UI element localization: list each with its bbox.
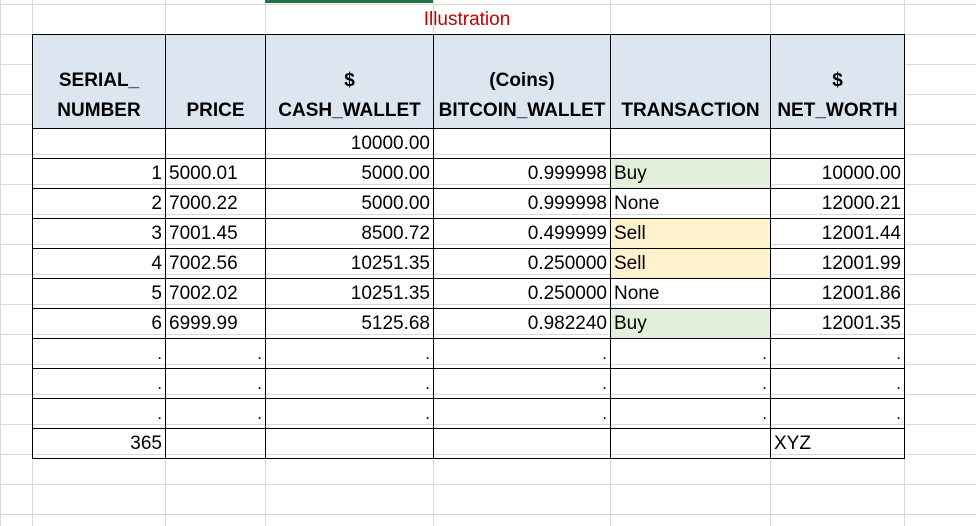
cell-cash-wallet[interactable]: 10251.35 — [265, 278, 434, 309]
table-row: 2 7000.22 5000.00 0.999998 None 12000.21 — [32, 188, 905, 219]
table-row: 4 7002.56 10251.35 0.250000 Sell 12001.99 — [32, 248, 905, 279]
column-gridline — [904, 0, 905, 526]
cell-cash-wallet[interactable]: 8500.72 — [265, 218, 434, 249]
cell-serial-number[interactable]: 2 — [32, 188, 166, 219]
header-price[interactable]: PRICE — [165, 34, 266, 129]
cell-transaction[interactable] — [610, 428, 771, 459]
header-cash-wallet[interactable]: $ CASH_WALLET — [265, 34, 434, 129]
cell-cash-wallet[interactable]: 5125.68 — [265, 308, 434, 339]
ellipsis-row: ...... — [32, 398, 905, 429]
cell-net-worth[interactable]: 12001.44 — [770, 218, 905, 249]
cell-transaction[interactable]: None — [610, 278, 771, 309]
cell-price[interactable] — [165, 428, 266, 459]
cell-transaction[interactable]: Sell — [610, 248, 771, 279]
cell-serial-number[interactable]: 4 — [32, 248, 166, 279]
cell-cash-wallet[interactable] — [265, 428, 434, 459]
header-transaction[interactable]: TRANSACTION — [610, 34, 771, 129]
cell-ellipsis[interactable]: . — [165, 398, 266, 429]
cell[interactable] — [433, 128, 611, 159]
cell-ellipsis[interactable]: . — [433, 338, 611, 369]
cell-net-worth[interactable]: 12001.35 — [770, 308, 905, 339]
selected-column-indicator — [265, 0, 433, 3]
cell-serial-number[interactable]: 5 — [32, 278, 166, 309]
cell-serial-number[interactable]: 1 — [32, 158, 166, 189]
cell-ellipsis[interactable]: . — [770, 368, 905, 399]
cell-ellipsis[interactable]: . — [610, 368, 771, 399]
cell-ellipsis[interactable]: . — [770, 398, 905, 429]
ellipsis-row: ...... — [32, 368, 905, 399]
cell-ellipsis[interactable]: . — [265, 398, 434, 429]
header-serial-number[interactable]: SERIAL_ NUMBER — [32, 34, 166, 129]
cell-transaction[interactable]: Buy — [610, 308, 771, 339]
cell-transaction[interactable]: Buy — [610, 158, 771, 189]
cell-ellipsis[interactable]: . — [610, 338, 771, 369]
header-net-worth[interactable]: $ NET_WORTH — [770, 34, 905, 129]
table-row: 6 6999.99 5125.68 0.982240 Buy 12001.35 — [32, 308, 905, 339]
cell-serial-number[interactable]: 3 — [32, 218, 166, 249]
cell-price[interactable]: 7000.22 — [165, 188, 266, 219]
cell[interactable] — [610, 128, 771, 159]
cell-ellipsis[interactable]: . — [433, 398, 611, 429]
cell-net-worth[interactable]: 10000.00 — [770, 158, 905, 189]
cell-bitcoin-wallet[interactable]: 0.499999 — [433, 218, 611, 249]
cell-ellipsis[interactable]: . — [610, 398, 771, 429]
final-row: 365 XYZ — [32, 428, 905, 459]
cell-price[interactable]: 7002.56 — [165, 248, 266, 279]
cell-ellipsis[interactable]: . — [32, 338, 166, 369]
cell-price[interactable]: 6999.99 — [165, 308, 266, 339]
cell-ellipsis[interactable]: . — [265, 368, 434, 399]
ellipsis-row: ...... — [32, 338, 905, 369]
cell-price[interactable]: 5000.01 — [165, 158, 266, 189]
cell-net-worth[interactable]: XYZ — [770, 428, 905, 459]
cell-cash-wallet[interactable]: 10251.35 — [265, 248, 434, 279]
cell-price[interactable]: 7002.02 — [165, 278, 266, 309]
cell-ellipsis[interactable]: . — [165, 368, 266, 399]
cell-initial-cash[interactable]: 10000.00 — [265, 128, 434, 159]
cell-cash-wallet[interactable]: 5000.00 — [265, 158, 434, 189]
table-row: 5 7002.02 10251.35 0.250000 None 12001.86 — [32, 278, 905, 309]
cell-ellipsis[interactable]: . — [433, 368, 611, 399]
cell-bitcoin-wallet[interactable]: 0.982240 — [433, 308, 611, 339]
cell-cash-wallet[interactable]: 5000.00 — [265, 188, 434, 219]
cell-net-worth[interactable]: 12001.99 — [770, 248, 905, 279]
cell-bitcoin-wallet[interactable]: 0.250000 — [433, 248, 611, 279]
cell-net-worth[interactable]: 12000.21 — [770, 188, 905, 219]
cell-net-worth[interactable]: 12001.86 — [770, 278, 905, 309]
cell-bitcoin-wallet[interactable]: 0.999998 — [433, 188, 611, 219]
initial-balance-row: 10000.00 — [32, 128, 905, 159]
table-row: 3 7001.45 8500.72 0.499999 Sell 12001.44 — [32, 218, 905, 249]
cell-serial-number[interactable]: 365 — [32, 428, 166, 459]
cell-bitcoin-wallet[interactable] — [433, 428, 611, 459]
data-table: SERIAL_ NUMBER PRICE $ CASH_WALLET (Coins)… — [32, 34, 905, 459]
cell-transaction[interactable]: None — [610, 188, 771, 219]
header-row: SERIAL_ NUMBER PRICE $ CASH_WALLET (Coins)… — [32, 34, 905, 129]
cell-serial-number[interactable]: 6 — [32, 308, 166, 339]
cell-transaction[interactable]: Sell — [610, 218, 771, 249]
cell[interactable] — [770, 128, 905, 159]
table-row: 1 5000.01 5000.00 0.999998 Buy 10000.00 — [32, 158, 905, 189]
cell[interactable] — [32, 128, 166, 159]
header-bitcoin-wallet[interactable]: (Coins) BITCOIN_WALLET — [433, 34, 611, 129]
cell-ellipsis[interactable]: . — [265, 338, 434, 369]
sheet-title[interactable]: Illustration — [423, 9, 511, 30]
cell-ellipsis[interactable]: . — [32, 398, 166, 429]
cell-ellipsis[interactable]: . — [770, 338, 905, 369]
cell-price[interactable]: 7001.45 — [165, 218, 266, 249]
cell-ellipsis[interactable]: . — [165, 338, 266, 369]
cell-bitcoin-wallet[interactable]: 0.250000 — [433, 278, 611, 309]
cell-ellipsis[interactable]: . — [32, 368, 166, 399]
cell-bitcoin-wallet[interactable]: 0.999998 — [433, 158, 611, 189]
cell[interactable] — [165, 128, 266, 159]
